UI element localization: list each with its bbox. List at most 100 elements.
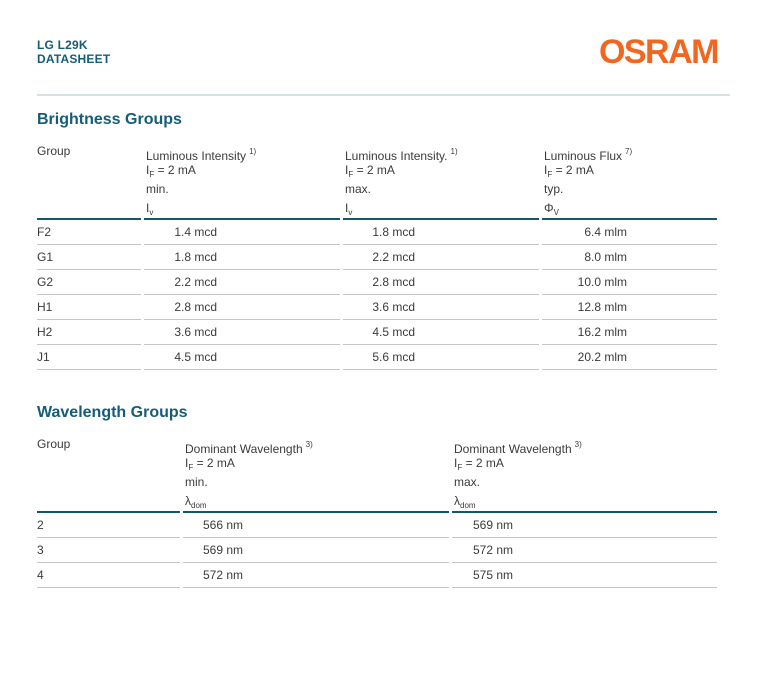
flux-cell: 20.2 mlm (542, 345, 717, 370)
min-intensity-cell: 2.2 mcd (144, 270, 340, 295)
min-intensity-cell: 4.5 mcd (144, 345, 340, 370)
value: 1.4 mcd (174, 225, 217, 239)
product-name: LG L29K (37, 38, 88, 52)
min-wavelength-cell: 566 nm (183, 513, 449, 538)
column-header-dominant-wavelength-min: Dominant Wavelength 3) IF = 2 mA min. λdo… (183, 435, 449, 513)
group-cell: 2 (37, 513, 180, 538)
flux-cell: 12.8 mlm (542, 295, 717, 320)
value: 572 nm (472, 543, 513, 557)
value: 16.2 mlm (577, 325, 627, 339)
quantity-subscript: v (149, 208, 154, 217)
condition-symbol: I (146, 163, 150, 177)
header-title: Dominant Wavelength (454, 442, 572, 456)
quantity-symbol: λ (185, 494, 191, 508)
wavelength-table: Group Dominant Wavelength 3) IF = 2 mA mi… (37, 435, 768, 588)
quantity-subscript: v (348, 208, 353, 217)
product-block: LG L29K DATASHEET (37, 38, 110, 66)
header-title: Luminous Flux (544, 149, 623, 163)
value: 2.8 mcd (174, 300, 217, 314)
max-wavelength-cell: 569 nm (452, 513, 717, 538)
osram-logo: OSRAM (598, 33, 720, 71)
group-cell: G1 (37, 245, 141, 270)
min-wavelength-cell: 569 nm (183, 538, 449, 563)
footnote-marker: 3) (574, 440, 582, 449)
value: 20.2 mlm (577, 350, 627, 364)
min-intensity-cell: 2.8 mcd (144, 295, 340, 320)
quantity-symbol: I (345, 201, 349, 215)
limit-label: min. (146, 182, 169, 196)
value: 2.2 mcd (174, 275, 217, 289)
value: 2.2 mcd (372, 250, 415, 264)
flux-cell: 6.4 mlm (542, 220, 717, 245)
min-intensity-cell: 1.4 mcd (144, 220, 340, 245)
value: 569 nm (472, 518, 513, 532)
value: 2.8 mcd (372, 275, 415, 289)
footnote-marker: 3) (305, 440, 313, 449)
header-label: Group (37, 437, 71, 451)
value: 1.8 mcd (174, 250, 217, 264)
value: 1.8 mcd (372, 225, 415, 239)
quantity-subscript: dom (191, 501, 207, 510)
value: 10.0 mlm (577, 275, 627, 289)
condition-subscript: F (149, 170, 155, 179)
value: 566 nm (202, 518, 243, 532)
footnote-marker: 7) (625, 147, 633, 156)
min-wavelength-cell: 572 nm (183, 563, 449, 588)
condition-symbol: I (544, 163, 548, 177)
max-intensity-cell: 4.5 mcd (343, 320, 539, 345)
group-cell: 3 (37, 538, 180, 563)
value: 569 nm (202, 543, 243, 557)
section-title-brightness: Brightness Groups (37, 111, 182, 128)
quantity-subscript: dom (460, 501, 476, 510)
max-intensity-cell: 1.8 mcd (343, 220, 539, 245)
doc-type-label: DATASHEET (37, 52, 111, 66)
limit-label: max. (345, 182, 372, 196)
header-title: Luminous Intensity. (345, 149, 448, 163)
quantity-symbol: Φ (544, 201, 554, 215)
brightness-table: Group Luminous Intensity 1) IF = 2 mA min… (37, 142, 768, 370)
value: 4.5 mcd (372, 325, 415, 339)
footnote-marker: 1) (249, 147, 257, 156)
footnote-marker: 1) (450, 147, 458, 156)
min-intensity-cell: 1.8 mcd (144, 245, 340, 270)
flux-cell: 16.2 mlm (542, 320, 717, 345)
max-intensity-cell: 2.2 mcd (343, 245, 539, 270)
max-intensity-cell: 2.8 mcd (343, 270, 539, 295)
max-wavelength-cell: 575 nm (452, 563, 717, 588)
section-title-wavelength: Wavelength Groups (37, 404, 188, 421)
condition-subscript: F (457, 463, 463, 472)
condition-subscript: F (547, 170, 553, 179)
flux-cell: 8.0 mlm (542, 245, 717, 270)
condition-value: = 2 mA (193, 456, 235, 470)
group-cell: J1 (37, 345, 141, 370)
value: 572 nm (202, 568, 243, 582)
group-cell: H2 (37, 320, 141, 345)
condition-value: = 2 mA (353, 163, 395, 177)
group-cell: H1 (37, 295, 141, 320)
quantity-symbol: λ (454, 494, 460, 508)
max-intensity-cell: 3.6 mcd (343, 295, 539, 320)
max-intensity-cell: 5.6 mcd (343, 345, 539, 370)
limit-label: max. (454, 475, 481, 489)
condition-subscript: F (348, 170, 354, 179)
column-header-luminous-intensity-max: Luminous Intensity. 1) IF = 2 mA max. Iv (343, 142, 539, 220)
group-cell: G2 (37, 270, 141, 295)
value: 3.6 mcd (372, 300, 415, 314)
quantity-subscript: V (553, 208, 559, 217)
column-header-luminous-flux: Luminous Flux 7) IF = 2 mA typ. ΦV (542, 142, 717, 220)
group-cell: 4 (37, 563, 180, 588)
limit-label: typ. (544, 182, 564, 196)
column-header-group: Group (37, 435, 180, 513)
condition-value: = 2 mA (462, 456, 504, 470)
min-intensity-cell: 3.6 mcd (144, 320, 340, 345)
column-header-group: Group (37, 142, 141, 220)
flux-cell: 10.0 mlm (542, 270, 717, 295)
header-label: Group (37, 144, 71, 158)
value: 8.0 mlm (584, 250, 627, 264)
column-header-dominant-wavelength-max: Dominant Wavelength 3) IF = 2 mA max. λdo… (452, 435, 717, 513)
header-title: Dominant Wavelength (185, 442, 303, 456)
quantity-symbol: I (146, 201, 150, 215)
condition-symbol: I (185, 456, 189, 470)
limit-label: min. (185, 475, 208, 489)
